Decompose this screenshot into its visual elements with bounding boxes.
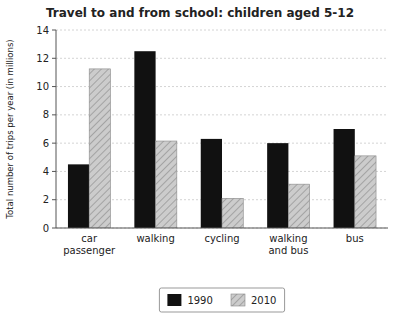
chart-svg: Travel to and from school: children aged… <box>0 0 400 320</box>
y-tick <box>52 86 56 87</box>
bar <box>201 139 222 228</box>
grid-line <box>56 58 388 59</box>
y-tick-label: 14 <box>36 25 49 36</box>
y-tick <box>52 171 56 172</box>
legend: 1990 2010 <box>159 288 284 312</box>
y-tick-label: 10 <box>36 81 49 92</box>
bar <box>156 141 177 228</box>
x-tick-label-line: and bus <box>268 245 308 256</box>
y-tick <box>52 58 56 59</box>
y-axis-line <box>56 30 57 228</box>
bar <box>134 51 155 228</box>
legend-box <box>159 288 284 312</box>
y-tick-label: 4 <box>43 166 49 177</box>
bar <box>89 69 110 228</box>
y-tick <box>52 199 56 200</box>
bars <box>68 51 376 228</box>
y-tick <box>52 30 56 31</box>
chart-container: Travel to and from school: children aged… <box>0 0 400 320</box>
legend-label: 1990 <box>187 295 212 306</box>
x-tick-label-line: walking <box>136 233 174 244</box>
grid <box>56 30 388 228</box>
x-tick-label: bus <box>346 233 364 244</box>
y-tick-label: 12 <box>36 53 49 64</box>
grid-line <box>56 30 388 31</box>
x-axis: carpassengerwalkingcyclingwalkingand bus… <box>56 228 388 256</box>
x-tick-label: walkingand bus <box>268 233 308 256</box>
x-axis-line <box>56 228 388 229</box>
y-tick-label: 6 <box>43 138 49 149</box>
x-tick-label: walking <box>136 233 174 244</box>
x-tick-label-line: walking <box>269 233 307 244</box>
legend-swatch <box>167 294 181 306</box>
y-tick-label: 0 <box>43 223 49 234</box>
grid-line <box>56 228 388 229</box>
legend-swatch <box>231 294 245 306</box>
y-tick <box>52 114 56 115</box>
x-tick-label-line: passenger <box>63 245 116 256</box>
bar <box>68 164 89 228</box>
bar <box>355 156 376 228</box>
title: Travel to and from school: children aged… <box>46 6 354 20</box>
x-tick-label-line: bus <box>346 233 364 244</box>
x-tick-label: carpassenger <box>63 233 116 256</box>
x-tick-label-line: car <box>81 233 98 244</box>
y-tick <box>52 228 56 229</box>
bar <box>288 184 309 228</box>
y-axis-label: Total number of trips per year (in milli… <box>5 39 15 219</box>
legend-label: 2010 <box>251 295 276 306</box>
bar <box>334 129 355 228</box>
x-tick-label-line: cycling <box>204 233 239 244</box>
y-tick <box>52 143 56 144</box>
bar <box>222 198 243 228</box>
y-tick-label: 2 <box>43 194 49 205</box>
y-tick-label: 8 <box>43 109 49 120</box>
bar <box>267 143 288 228</box>
y-axis: 0 2 4 6 8 10 12 14 <box>36 25 56 234</box>
x-tick-label: cycling <box>204 233 239 244</box>
